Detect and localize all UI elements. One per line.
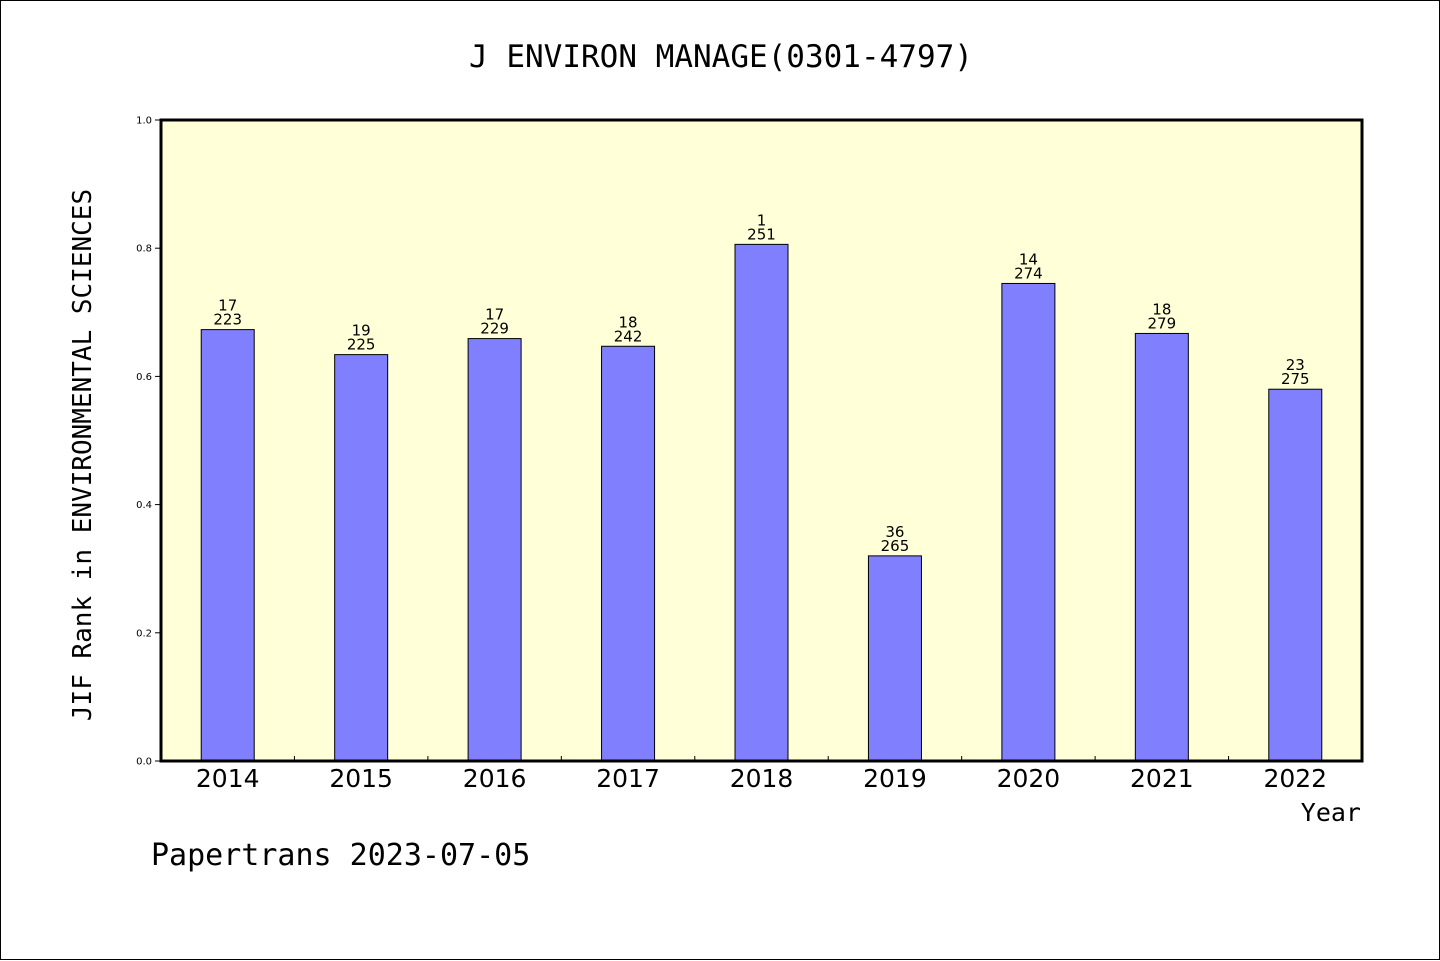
bar-2018 xyxy=(734,243,789,762)
x-tick-label: 2014 xyxy=(196,764,260,793)
footer-text: Papertrans 2023-07-05 xyxy=(151,838,530,873)
bar-rank-label: 23 xyxy=(1286,356,1305,374)
bar-2017 xyxy=(601,345,656,762)
bar-rank-label: 17 xyxy=(485,306,504,324)
bar-2019 xyxy=(867,555,922,762)
bar-rank-label: 17 xyxy=(218,297,237,315)
x-tick-label: 2015 xyxy=(329,764,393,793)
x-tick-label: 2020 xyxy=(997,764,1061,793)
bar-total-label: 229 xyxy=(480,320,509,338)
bar-total-label: 223 xyxy=(213,311,242,329)
y-tick-label: 0.0 xyxy=(136,757,152,768)
bar-rank-label: 19 xyxy=(352,322,371,340)
bar-rank-label: 18 xyxy=(1152,300,1171,318)
y-tick-label: 0.4 xyxy=(136,500,152,511)
bar-rank-label: 1 xyxy=(757,211,767,229)
y-tick-label: 0.6 xyxy=(136,372,152,383)
y-axis-ticks: 0.0 0.2 0.4 0.6 0.8 1.0 xyxy=(136,116,161,768)
x-tick-label: 2021 xyxy=(1130,764,1194,793)
bar-total-label: 265 xyxy=(881,537,910,555)
bar-rank-label: 18 xyxy=(619,313,638,331)
y-tick-label: 0.2 xyxy=(136,628,152,639)
bar-2014 xyxy=(200,329,255,762)
bar-2015 xyxy=(334,354,389,762)
bar-2021 xyxy=(1134,332,1189,762)
x-tick-label: 2019 xyxy=(863,764,927,793)
bars xyxy=(200,243,1323,762)
bar-total-label: 242 xyxy=(614,327,643,345)
y-tick-label: 0.8 xyxy=(136,244,152,255)
bar-total-label: 225 xyxy=(347,336,376,354)
x-tick-label: 2016 xyxy=(463,764,527,793)
x-tick-label: 2022 xyxy=(1263,764,1327,793)
x-tick-label: 2018 xyxy=(730,764,794,793)
y-tick-label: 1.0 xyxy=(136,116,152,127)
bar-2022 xyxy=(1268,388,1323,762)
x-tick-label: 2017 xyxy=(596,764,660,793)
bar-total-label: 279 xyxy=(1148,314,1177,332)
y-axis-label: JIF Rank in ENVIRONMENTAL SCIENCES xyxy=(68,189,98,721)
bar-total-label: 274 xyxy=(1014,264,1043,282)
bar-2016 xyxy=(467,338,522,762)
chart-title: J ENVIRON MANAGE(0301-4797) xyxy=(469,39,973,75)
bar-total-label: 275 xyxy=(1281,370,1310,388)
plot-border xyxy=(159,118,1364,763)
bar-2020 xyxy=(1001,282,1056,762)
bar-total-label: 251 xyxy=(747,225,776,243)
bar-rank-label: 14 xyxy=(1019,250,1038,268)
x-axis-label: Year xyxy=(1301,798,1361,827)
x-axis-ticks: 2014 2015 2016 2017 2018 2019 2020 2021 2022 xyxy=(196,756,1327,793)
bar-rank-label: 36 xyxy=(885,523,904,541)
